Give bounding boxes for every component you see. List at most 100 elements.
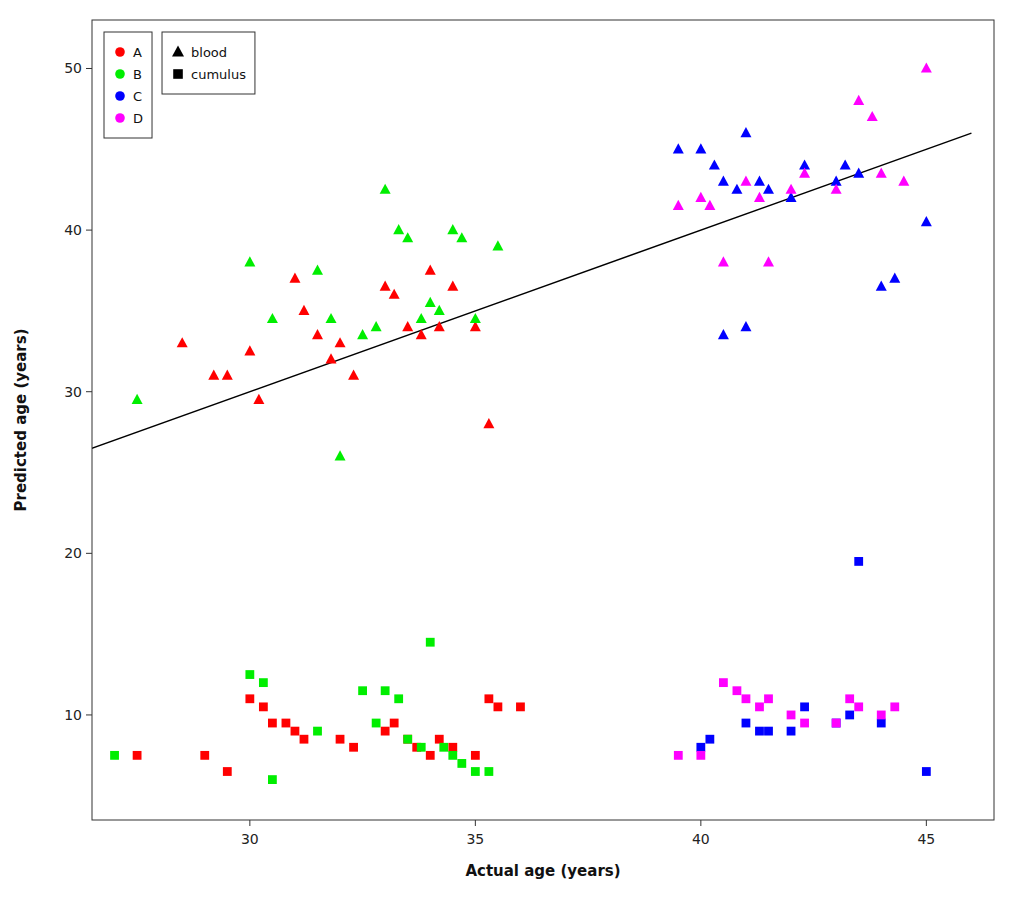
point [876,167,887,177]
point [889,273,900,283]
point [132,394,143,404]
legend-label: cumulus [191,67,246,82]
reference-line [92,133,971,472]
point [755,727,764,736]
y-tick [86,553,92,554]
point [326,353,337,363]
point [754,176,765,186]
y-tick-label: 10 [64,707,82,723]
point [492,240,503,250]
point [268,775,277,784]
chart: 303540451020304050Actual age (years)Pred… [0,0,1019,898]
point [787,727,796,736]
point [259,678,268,687]
legend-frame [162,32,255,94]
point [695,143,706,153]
point [754,192,765,202]
point [470,313,481,323]
point [282,719,291,728]
point [223,767,232,776]
point [898,176,909,186]
y-tick [86,391,92,392]
point [832,719,841,728]
x-tick [475,820,476,826]
point [380,184,391,194]
legend: bloodcumulus [162,32,255,94]
point [381,686,390,695]
x-tick-label: 35 [466,831,484,847]
legend-label: D [133,111,143,126]
point [921,216,932,226]
point [267,313,278,323]
point [800,702,809,711]
point [448,751,457,760]
point [336,735,345,744]
point [348,370,359,380]
legend-label: C [133,89,142,104]
point [740,127,751,137]
point [402,321,413,331]
point [313,727,322,736]
point [253,394,264,404]
point [389,289,400,299]
x-tick [700,820,701,826]
x-tick-label: 45 [917,831,935,847]
point [417,743,426,752]
y-axis-label: Predicted age (years) [12,328,30,511]
point [832,719,841,728]
plot-frame [92,20,994,820]
y-tick-label: 30 [64,384,82,400]
point [291,727,300,736]
point [845,694,854,703]
point [312,329,323,339]
y-tick [86,714,92,715]
point [696,743,705,752]
point [268,719,277,728]
axes: 303540451020304050Actual age (years)Pred… [12,60,935,880]
series-blood [132,62,932,460]
legend-frame [104,32,152,138]
point [876,281,887,291]
point [718,176,729,186]
point [853,167,864,177]
point [425,264,436,274]
x-axis-label: Actual age (years) [465,862,620,880]
point [358,686,367,695]
point [484,694,493,703]
point [402,232,413,242]
point [394,694,403,703]
point [755,702,764,711]
point [434,305,445,315]
point [326,313,337,323]
point [740,176,751,186]
point [133,751,142,760]
point [764,727,773,736]
point [381,727,390,736]
point [312,264,323,274]
y-tick-label: 20 [64,545,82,561]
plot-background [92,20,994,820]
point [426,638,435,647]
point [854,557,863,566]
series-cumulus [110,557,931,784]
point [245,694,254,703]
y-tick-label: 50 [64,60,82,76]
x-tick-label: 40 [692,831,710,847]
point [787,711,796,720]
point [763,184,774,194]
point [289,273,300,283]
point [704,200,715,210]
point [763,256,774,266]
legend-swatch [173,69,183,79]
point [372,719,381,728]
point [733,686,742,695]
point [200,751,209,760]
point [447,281,458,291]
point [403,735,412,744]
point [390,719,399,728]
point [516,702,525,711]
legend-swatch [115,113,125,123]
point [719,678,728,687]
point [840,159,851,169]
point [877,711,886,720]
